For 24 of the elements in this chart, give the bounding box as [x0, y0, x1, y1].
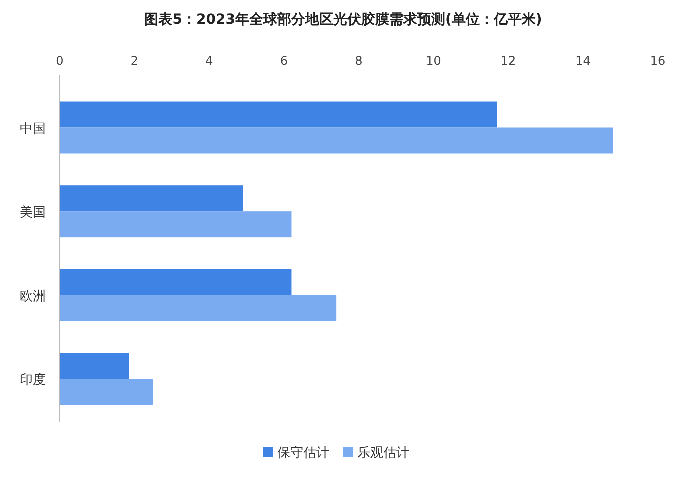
- bar: [60, 212, 292, 238]
- x-tick-label: 10: [426, 54, 442, 68]
- chart-title: 图表5：2023年全球部分地区光伏胶膜需求预测(单位：亿平米): [144, 11, 542, 28]
- y-tick-label: 中国: [20, 122, 46, 137]
- x-tick-label: 8: [355, 54, 363, 68]
- y-tick-label: 美国: [20, 204, 46, 221]
- legend-label: 乐观估计: [358, 446, 410, 461]
- bar: [60, 353, 130, 380]
- y-tick-label: 印度: [20, 372, 46, 388]
- bar: [60, 295, 337, 322]
- y-tick-label: 欧洲: [20, 289, 46, 304]
- x-tick-label: 2: [130, 54, 139, 68]
- bar: [60, 379, 154, 406]
- legend-label: 保守估计: [278, 446, 330, 461]
- x-tick-label: 12: [500, 54, 516, 68]
- bar: [60, 102, 498, 128]
- bar: [60, 128, 614, 154]
- bar: [60, 186, 244, 212]
- x-tick-label: 6: [280, 54, 288, 68]
- x-tick-label: 16: [650, 54, 666, 68]
- x-tick-label: 4: [206, 54, 214, 68]
- x-tick-label: 14: [576, 54, 591, 68]
- x-tick-label: 0: [56, 54, 64, 68]
- bar: [60, 269, 292, 296]
